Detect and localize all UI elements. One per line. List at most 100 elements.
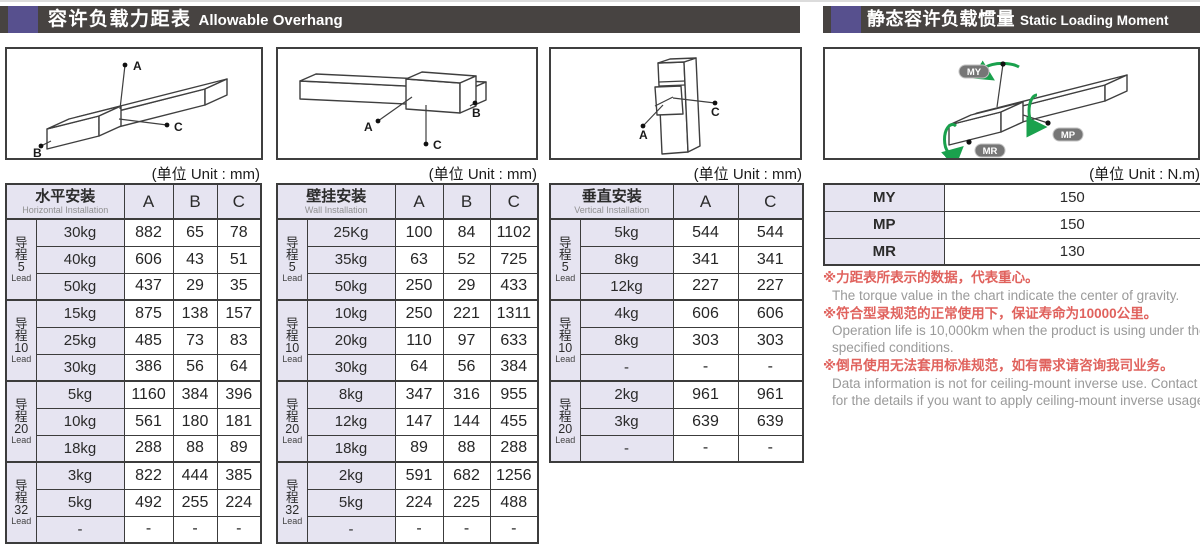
lead-group-cell: 导程 5 Lead <box>276 218 308 301</box>
value-cell: 180 <box>172 407 218 436</box>
value-cell: 250 <box>394 299 444 328</box>
value-cell: 606 <box>737 299 804 328</box>
table-row: 50kg 437 29 35 <box>6 272 262 301</box>
wall-install-diagram: A B C <box>276 47 538 160</box>
load-cell: 8kg <box>579 326 674 355</box>
table-row: --- <box>550 434 804 463</box>
value-cell: 316 <box>442 380 491 409</box>
horizontal-install-table: 水平安装 Horizontal Installation A B C 导程 5 Le… <box>5 183 263 544</box>
table-header-row: 壁挂安装 Wall Installation A B C <box>276 183 539 220</box>
load-cell: - <box>35 515 125 544</box>
value-cell: 83 <box>216 326 262 355</box>
value-cell: - <box>442 515 491 544</box>
point-label-b: B <box>472 106 481 120</box>
load-cell: 12kg <box>579 272 674 301</box>
value-cell: 64 <box>216 353 262 382</box>
value-cell: 544 <box>672 218 739 247</box>
value-cell: 147 <box>394 407 444 436</box>
moment-title-en: Static Loading Moment <box>1020 13 1169 28</box>
value-cell: 882 <box>123 218 174 247</box>
table-row: 18kg 89 88 288 <box>277 434 539 463</box>
value-cell: 606 <box>123 245 174 274</box>
load-cell: 30kg <box>306 353 396 382</box>
value-cell: 225 <box>442 488 491 517</box>
table-row: 25kg 485 73 83 <box>6 326 262 355</box>
unit-label-mm: (单位 Unit : mm) <box>428 166 537 183</box>
value-cell: 386 <box>123 353 174 382</box>
table-row: 导程 20 Lead 5kg 1160 384 396 <box>5 380 262 463</box>
accent-square <box>8 6 38 33</box>
value-cell: 89 <box>394 434 444 463</box>
col-header-c: C <box>489 183 539 220</box>
wall-install-drawing: A B C <box>299 71 487 152</box>
load-cell: 5kg <box>579 218 674 247</box>
value-cell: 181 <box>216 407 262 436</box>
point-label-a: A <box>133 59 142 73</box>
load-cell: 3kg <box>579 407 674 436</box>
col-header-c: C <box>737 183 804 220</box>
load-cell: - <box>579 353 674 382</box>
note-item: ※符合型录规范的正常使用下，保证寿命为10000公里。 Operation li… <box>823 305 1200 357</box>
table-row: MR 130 <box>823 237 1200 266</box>
table-row: 50kg 250 29 433 <box>277 272 539 301</box>
install-header-en: Wall Installation <box>304 204 368 215</box>
load-cell: 18kg <box>35 434 125 463</box>
table-row: 5kg 492 255 224 <box>6 488 262 517</box>
value-cell: 88 <box>442 434 491 463</box>
point-label-a: A <box>364 120 373 134</box>
horizontal-install-drawing: A B C <box>33 59 228 158</box>
note-en: Operation life is 10,000km when the prod… <box>832 323 1200 355</box>
col-header-b: B <box>442 183 491 220</box>
value-cell: 725 <box>489 245 539 274</box>
note-en: Data information is not for ceiling-moun… <box>832 375 1200 408</box>
table-row: 8kg 341 341 <box>550 245 804 274</box>
moment-title-zh: 静态容许负载惯量 <box>867 9 1015 29</box>
value-cell: 455 <box>489 407 539 436</box>
value-cell: 955 <box>489 380 539 409</box>
table-row: 导程 10 Lead 4kg 606 606 <box>549 299 804 382</box>
value-cell: 288 <box>489 434 539 463</box>
value-cell: 73 <box>172 326 218 355</box>
value-cell: 633 <box>489 326 539 355</box>
value-cell: 303 <box>672 326 739 355</box>
value-cell: 138 <box>172 299 218 328</box>
load-cell: 35kg <box>306 245 396 274</box>
table-row: 导程 5 Lead 30kg 882 65 78 <box>5 218 262 301</box>
load-cell: 4kg <box>579 299 674 328</box>
overhang-title-zh: 容许负载力距表 <box>48 9 192 30</box>
value-cell: 64 <box>394 353 444 382</box>
value-cell: 347 <box>394 380 444 409</box>
col-header-b: B <box>172 183 218 220</box>
moment-value-cell: 150 <box>943 210 1200 239</box>
moment-section-header: 静态容许负载惯量 Static Loading Moment <box>823 6 1200 33</box>
point-label-c: C <box>433 138 442 152</box>
value-cell: 250 <box>394 272 444 301</box>
table-row: ---- <box>6 515 262 544</box>
install-header-cell: 壁挂安装 Wall Installation <box>276 183 396 220</box>
col-header-a: A <box>672 183 739 220</box>
table-row: MY 150 <box>823 183 1200 212</box>
table-row: 3kg 639 639 <box>550 407 804 436</box>
value-cell: 84 <box>442 218 491 247</box>
value-cell: - <box>737 434 804 463</box>
value-cell: 29 <box>172 272 218 301</box>
install-header-zh: 水平安装 <box>35 187 96 205</box>
value-cell: 144 <box>442 407 491 436</box>
load-cell: 2kg <box>579 380 674 409</box>
value-cell: 639 <box>672 407 739 436</box>
value-cell: 224 <box>394 488 444 517</box>
value-cell: - <box>737 353 804 382</box>
table-row: 30kg 386 56 64 <box>6 353 262 382</box>
value-cell: - <box>672 353 739 382</box>
point-label-c: C <box>174 120 183 134</box>
value-cell: 303 <box>737 326 804 355</box>
table-row: 40kg 606 43 51 <box>6 245 262 274</box>
note-zh: ※倒吊使用无法套用标准规范，如有需求请咨询我司业务。 <box>823 358 1174 373</box>
value-cell: 488 <box>489 488 539 517</box>
accent-square <box>831 6 861 33</box>
moment-label-cell: MR <box>823 237 945 266</box>
value-cell: - <box>172 515 218 544</box>
value-cell: 606 <box>672 299 739 328</box>
load-cell: 8kg <box>579 245 674 274</box>
value-cell: 961 <box>672 380 739 409</box>
